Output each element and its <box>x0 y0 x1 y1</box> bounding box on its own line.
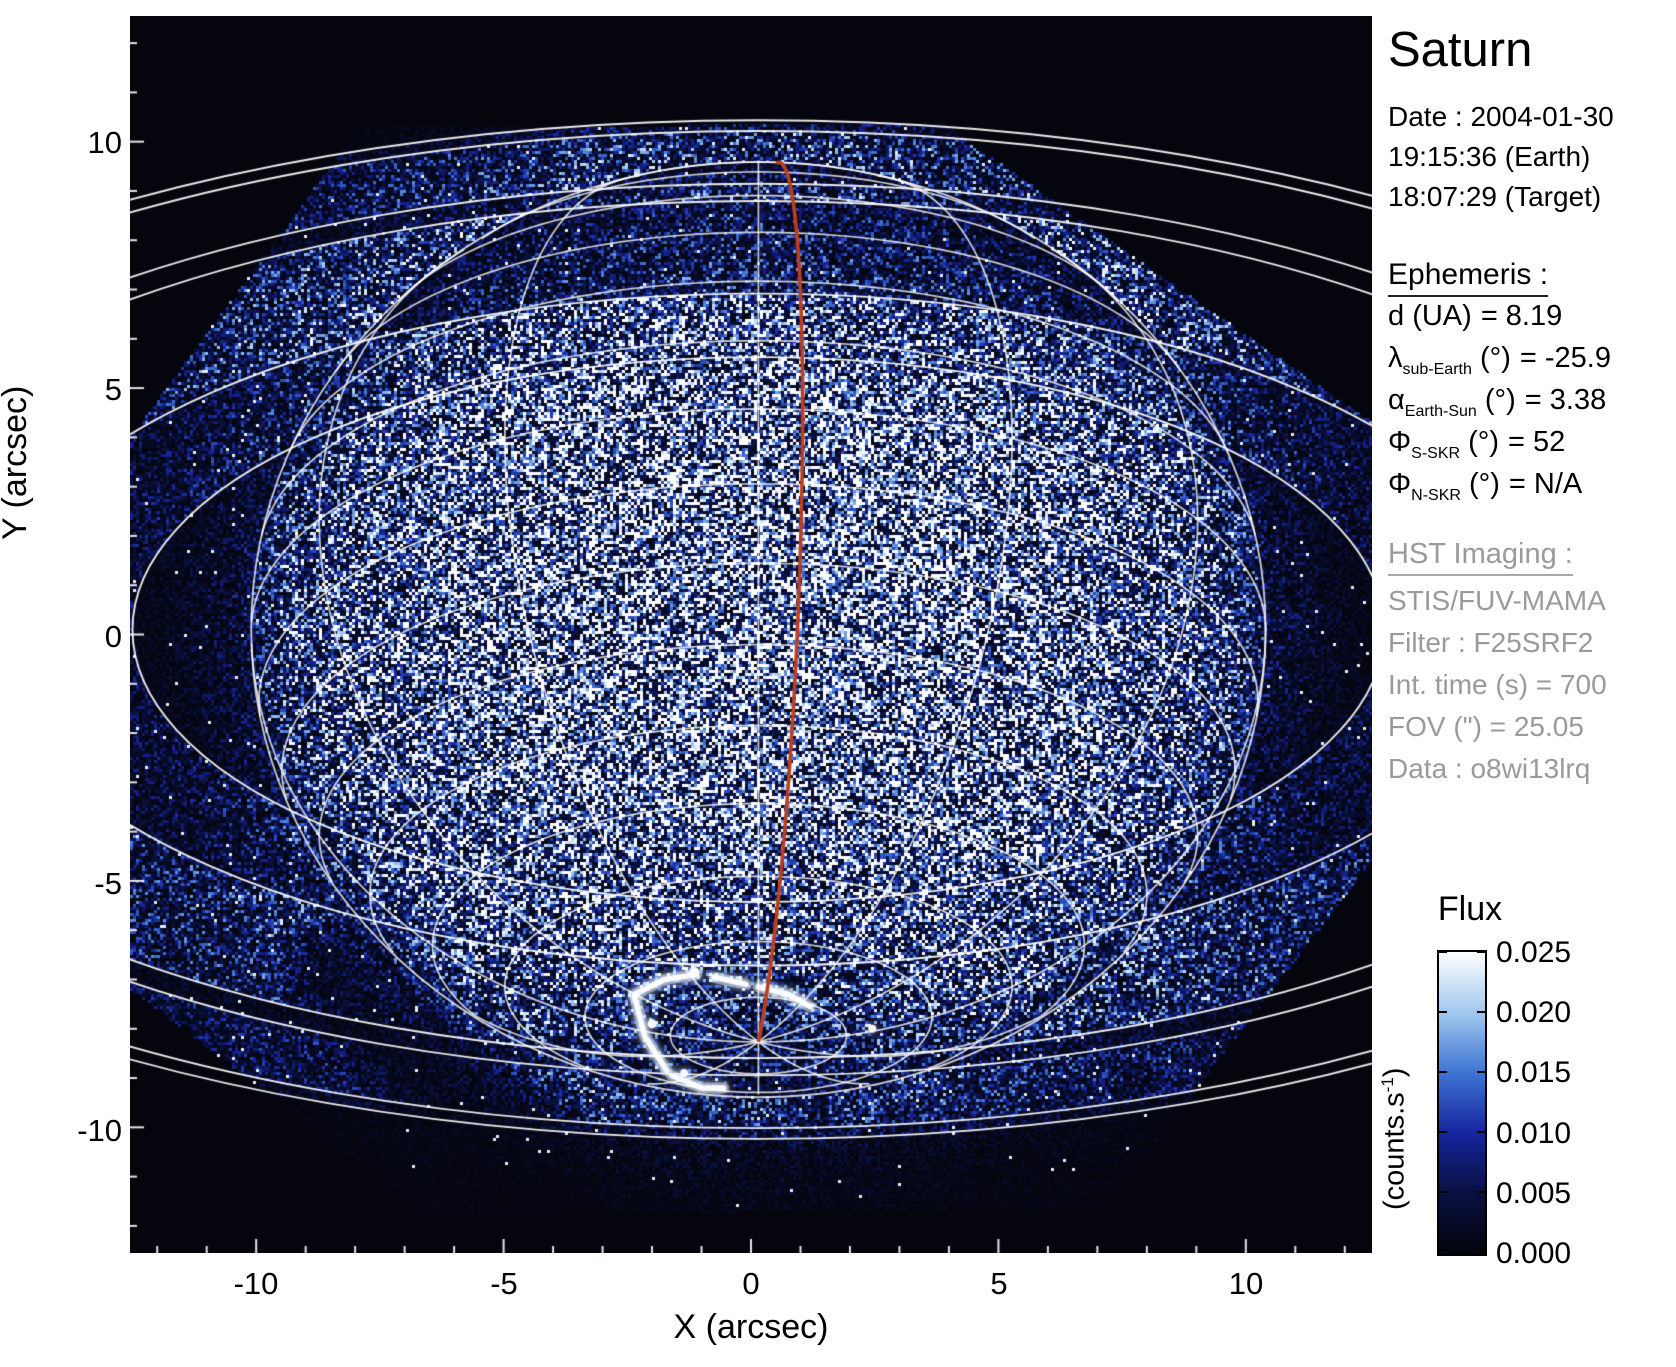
x-tick-label: 10 <box>1228 1266 1264 1301</box>
filter-line: Filter : F25SRF2 <box>1388 627 1594 658</box>
colorbar-tick-mark <box>1439 1071 1447 1073</box>
ephemeris-row-n-skr: ΦN-SKR (°) = N/A <box>1388 468 1583 504</box>
y-tick-label: 5 <box>104 372 122 407</box>
colorbar-tick-label: 0.015 <box>1496 1056 1572 1089</box>
date-line: Date : 2004-01-30 <box>1388 101 1614 132</box>
y-tick-label: -5 <box>94 866 122 901</box>
hst-imaging-heading: HST Imaging : <box>1388 538 1573 576</box>
colorbar-tick-mark <box>1477 1131 1485 1133</box>
page-title: Saturn <box>1388 23 1533 77</box>
colorbar-tick-label: 0.010 <box>1496 1117 1572 1150</box>
colorbar-tick-label: 0.025 <box>1496 936 1572 969</box>
y-tick-label: -10 <box>77 1113 122 1148</box>
colorbar-tick-mark <box>1439 1249 1447 1251</box>
colorbar-tick-mark <box>1477 1071 1485 1073</box>
y-axis-label: Y (arcsec) <box>0 385 34 540</box>
observation-datetime: Date : 2004-01-30 19:15:36 (Earth) 18:07… <box>1388 97 1614 217</box>
instrument-line: STIS/FUV-MAMA <box>1388 585 1606 616</box>
colorbar-tick-mark <box>1439 1191 1447 1193</box>
ephemeris-table: d (UA) = 8.19 λsub-Earth (°) = -25.9 αEart… <box>1388 300 1611 510</box>
fov-line: FOV (") = 25.05 <box>1388 711 1584 742</box>
ephemeris-heading: Ephemeris : <box>1388 258 1549 297</box>
colorbar-tick-mark <box>1477 1249 1485 1251</box>
x-tick-label: 0 <box>742 1266 760 1301</box>
x-tick-label: -10 <box>233 1266 279 1301</box>
flux-colorbar <box>1437 950 1487 1256</box>
x-axis-label: X (arcsec) <box>673 1308 829 1346</box>
colorbar-tick-mark <box>1477 1011 1485 1013</box>
colorbar-tick-mark <box>1439 1131 1447 1133</box>
data-id-line: Data : o8wi13lrq <box>1388 753 1591 784</box>
y-tick-label: 0 <box>104 619 122 654</box>
colorbar-tick-mark <box>1477 1191 1485 1193</box>
saturn-fuv-image <box>130 16 1372 1253</box>
colorbar-tick-mark <box>1439 1011 1447 1013</box>
colorbar-tick-label: 0.000 <box>1496 1237 1572 1270</box>
y-tick-label: 10 <box>87 125 122 160</box>
colorbar-title: Flux <box>1437 890 1503 928</box>
earth-time-line: 19:15:36 (Earth) <box>1388 141 1591 172</box>
ephemeris-row-s-skr: ΦS-SKR (°) = 52 <box>1388 426 1566 462</box>
hst-imaging-details: STIS/FUV-MAMA Filter : F25SRF2 Int. time… <box>1388 580 1607 790</box>
colorbar-tick-mark <box>1439 951 1447 953</box>
colorbar-tick-label: 0.005 <box>1496 1177 1572 1210</box>
x-tick-label: -5 <box>490 1266 518 1301</box>
target-time-line: 18:07:29 (Target) <box>1388 181 1602 212</box>
ephemeris-row-phase-angle: αEarth-Sun (°) = 3.38 <box>1388 384 1607 420</box>
ephemeris-row-subearth-lat: λsub-Earth (°) = -25.9 <box>1388 342 1611 378</box>
integration-time-line: Int. time (s) = 700 <box>1388 669 1607 700</box>
colorbar-tick-mark <box>1477 951 1485 953</box>
colorbar-tick-label: 0.020 <box>1496 996 1572 1029</box>
ephemeris-row-distance: d (UA) = 8.19 <box>1388 300 1563 332</box>
colorbar-unit-label: (counts.s-1) <box>1378 1067 1411 1210</box>
plot-area <box>130 16 1372 1253</box>
x-tick-label: 5 <box>990 1266 1008 1301</box>
